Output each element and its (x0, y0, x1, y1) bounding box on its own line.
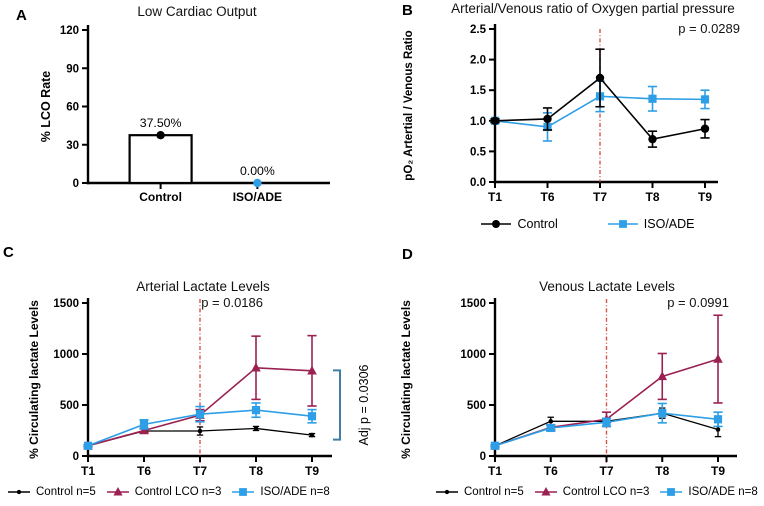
legend-item-label: Control (517, 217, 558, 231)
triangle-marker-icon (106, 487, 129, 496)
panel-c-letter: C (3, 244, 14, 261)
svg-text:T8: T8 (645, 190, 659, 204)
panel-a-title: Low Cardiac Output (137, 4, 257, 19)
legend-item-label: ISO/ADE n=8 (688, 486, 758, 498)
panel-d-pvalue: p = 0.0991 (667, 295, 729, 310)
square-marker-icon (232, 488, 255, 496)
svg-text:0: 0 (73, 178, 79, 190)
legend-item: ISO/ADE n=8 (658, 485, 758, 499)
legend-item-label: Control n=5 (36, 486, 96, 498)
svg-text:2.5: 2.5 (470, 24, 487, 36)
panel-b: B Arterial/Venous ratio of Oxygen partia… (382, 0, 764, 240)
panel-a-bar-chart: 0 30 60 90 120 % LCO Rate Control 37.50% ISO/ADE… (39, 25, 330, 204)
svg-text:60: 60 (66, 102, 79, 114)
svg-text:% Circulating lactate Levels: % Circulating lactate Levels (399, 300, 413, 459)
svg-text:T8: T8 (249, 464, 263, 478)
svg-text:% Circulating lactate Levels: % Circulating lactate Levels (27, 300, 41, 459)
svg-text:T6: T6 (540, 190, 554, 204)
svg-text:500: 500 (60, 400, 79, 412)
svg-text:30: 30 (66, 140, 79, 152)
svg-text:1000: 1000 (460, 349, 486, 361)
svg-text:2.0: 2.0 (470, 55, 486, 67)
svg-text:T6: T6 (544, 464, 558, 478)
svg-text:T1: T1 (488, 190, 502, 204)
legend-item: Control n=5 (434, 485, 524, 499)
panel-b-line-chart: 0.0 0.5 1.0 1.5 2.0 2.5 pO₂ Artertial / Venous… (403, 24, 718, 204)
circle-marker-icon (481, 220, 512, 228)
legend-item-label: Control n=5 (464, 486, 524, 498)
svg-text:0.0: 0.0 (470, 177, 486, 189)
legend-item-label: ISO/ADE (643, 217, 695, 231)
panel-c-title: Arterial Lactate Levels (136, 279, 270, 294)
panel-d-line-chart: 0 500 1000 1500 % Circulating lactate Levels… (399, 298, 737, 478)
panel-d-title: Venous Lactate Levels (539, 279, 675, 294)
panel-d: D Venous Lactate Levels p = 0.0991 0 500 1… (382, 240, 764, 506)
panel-c: C Arterial Lactate Levels p = 0.0186 0 50… (0, 240, 382, 506)
svg-text:T6: T6 (137, 464, 151, 478)
panel-a-letter: A (16, 7, 27, 24)
panel-b-letter: B (402, 2, 413, 19)
legend-item-label: ISO/ADE n=8 (260, 486, 330, 498)
svg-text:1500: 1500 (53, 298, 79, 310)
svg-text:Control: Control (139, 190, 182, 204)
legend-item: Control LCO n=3 (533, 485, 650, 499)
panel-a: A Low Cardiac Output 0 30 60 90 120 % LCO Rat… (0, 0, 382, 240)
svg-text:1500: 1500 (460, 298, 486, 310)
svg-text:T7: T7 (599, 464, 613, 478)
svg-text:0: 0 (480, 451, 486, 463)
svg-text:% LCO Rate: % LCO Rate (39, 71, 53, 143)
svg-text:ISO/ADE: ISO/ADE (233, 190, 282, 204)
svg-text:T1: T1 (81, 464, 95, 478)
svg-text:500: 500 (467, 400, 486, 412)
triangle-marker-icon (534, 487, 557, 496)
panel-c-legend: Control n=5 Control LCO n=3 ISO/ADE n=8 (6, 485, 330, 499)
svg-text:T7: T7 (193, 464, 207, 478)
svg-text:T9: T9 (711, 464, 725, 478)
legend-item: ISO/ADE (606, 217, 695, 231)
legend-item-label: Control LCO n=3 (134, 486, 222, 498)
svg-text:T8: T8 (655, 464, 669, 478)
dot-marker-icon (436, 489, 458, 495)
panel-b-title: Arterial/Venous ratio of Oxygen partial … (451, 1, 735, 16)
svg-text:1000: 1000 (53, 349, 79, 361)
svg-text:T1: T1 (488, 464, 502, 478)
square-marker-icon (607, 220, 638, 228)
svg-text:0.5: 0.5 (470, 146, 487, 158)
svg-text:1.0: 1.0 (470, 116, 486, 128)
svg-text:T9: T9 (305, 464, 319, 478)
svg-text:T9: T9 (698, 190, 712, 204)
panel-d-letter: D (402, 246, 413, 263)
svg-text:pO₂ Artertial / Venous Ratio: pO₂ Artertial / Venous Ratio (403, 30, 415, 180)
dot-marker-icon (8, 489, 30, 495)
legend-item: ISO/ADE n=8 (230, 485, 330, 499)
square-marker-icon (660, 488, 683, 496)
svg-text:T7: T7 (593, 190, 607, 204)
panel-b-pvalue: p = 0.0289 (678, 21, 740, 36)
panel-b-legend: Control ISO/ADE (396, 217, 764, 231)
legend-item: Control n=5 (6, 485, 96, 499)
panel-c-line-chart: 0 500 1000 1500 % Circulating lactate Levels… (27, 298, 371, 478)
legend-item: Control LCO n=3 (105, 485, 222, 499)
panel-d-legend: Control n=5 Control LCO n=3 ISO/ADE n=8 (434, 485, 758, 499)
legend-item-label: Control LCO n=3 (562, 486, 650, 498)
svg-text:0.00%: 0.00% (240, 164, 275, 178)
svg-text:37.50%: 37.50% (140, 116, 182, 130)
panel-c-pvalue: p = 0.0186 (201, 295, 263, 310)
svg-text:0: 0 (73, 451, 79, 463)
svg-text:90: 90 (66, 63, 79, 75)
svg-text:Adj p = 0.0306: Adj p = 0.0306 (357, 364, 371, 445)
legend-item: Control (479, 217, 558, 231)
svg-text:120: 120 (60, 25, 79, 37)
svg-text:1.5: 1.5 (470, 85, 487, 97)
